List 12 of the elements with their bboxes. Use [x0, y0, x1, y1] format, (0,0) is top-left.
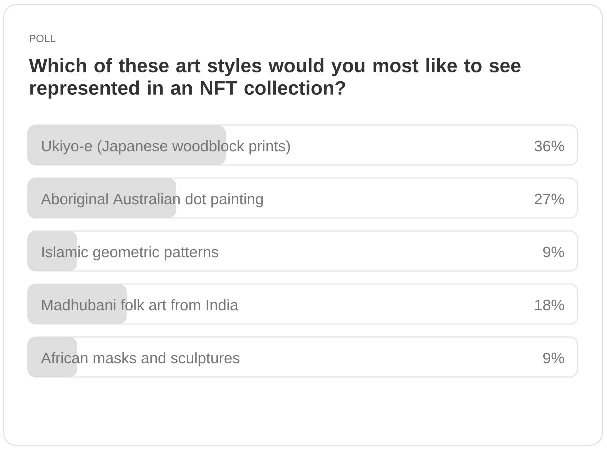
data-label: 36% [534, 140, 564, 152]
chart-subtitle: POLL [30, 35, 56, 42]
data-label: 9% [543, 352, 564, 364]
y-tick-label: Islamic geometric patterns [42, 246, 219, 261]
y-tick-label: Ukiyo-e (Japanese woodblock prints) [42, 140, 290, 155]
data-label: 9% [543, 246, 564, 258]
y-tick-label: African masks and sculptures [41, 352, 240, 367]
y-tick-label: Aboriginal Australian dot painting [41, 193, 264, 208]
data-label: 27% [535, 194, 564, 205]
y-tick-label: Madhubani folk art from India [42, 299, 239, 311]
chart-title: Which of these art styles would you most like to see represented in an NFT collection? [29, 58, 521, 99]
data-label: 18% [535, 300, 564, 311]
